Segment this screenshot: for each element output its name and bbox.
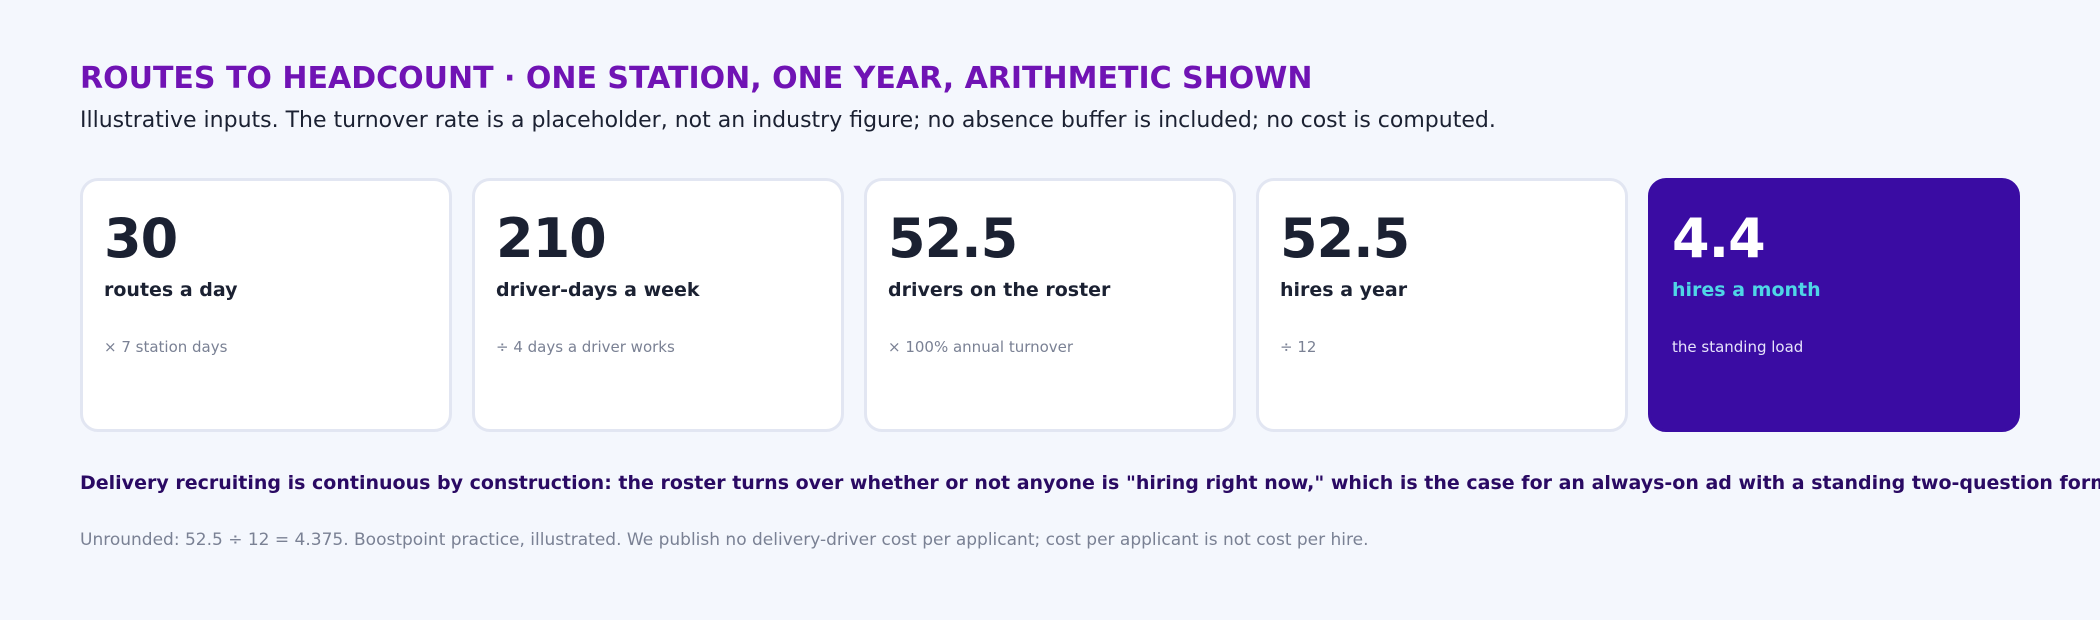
metric-card-driver-days: 210 driver-days a week ÷ 4 days a driver…: [472, 178, 844, 432]
metric-value: 30: [104, 207, 178, 270]
metric-note: × 7 station days: [104, 338, 228, 356]
metric-note: ÷ 4 days a driver works: [496, 338, 675, 356]
metric-value: 52.5: [888, 207, 1018, 270]
metric-note: the standing load: [1672, 338, 1804, 356]
metric-label: hires a year: [1280, 279, 1408, 301]
metric-note: × 100% annual turnover: [888, 338, 1074, 356]
metric-value: 52.5: [1280, 207, 1410, 270]
metric-value: 4.4: [1672, 207, 1766, 270]
page-title: ROUTES TO HEADCOUNT · ONE STATION, ONE Y…: [80, 61, 1313, 96]
metric-value: 210: [496, 207, 607, 270]
footnote-text: Unrounded: 52.5 ÷ 12 = 4.375. Boostpoint…: [80, 530, 1369, 550]
metric-card-routes: 30 routes a day × 7 station days: [80, 178, 452, 432]
metric-card-roster: 52.5 drivers on the roster × 100% annual…: [864, 178, 1236, 432]
metric-note: ÷ 12: [1280, 338, 1317, 356]
metric-card-hires-year: 52.5 hires a year ÷ 12: [1256, 178, 1628, 432]
metric-label: routes a day: [104, 279, 238, 301]
page-subtitle: Illustrative inputs. The turnover rate i…: [80, 108, 1496, 133]
metric-label: drivers on the roster: [888, 279, 1111, 301]
takeaway-text: Delivery recruiting is continuous by con…: [80, 472, 2100, 494]
metric-label: driver-days a week: [496, 279, 700, 301]
metric-cards: 30 routes a day × 7 station days 210 dri…: [80, 178, 2020, 432]
metric-label: hires a month: [1672, 279, 1821, 301]
metric-card-hires-month: 4.4 hires a month the standing load: [1648, 178, 2020, 432]
